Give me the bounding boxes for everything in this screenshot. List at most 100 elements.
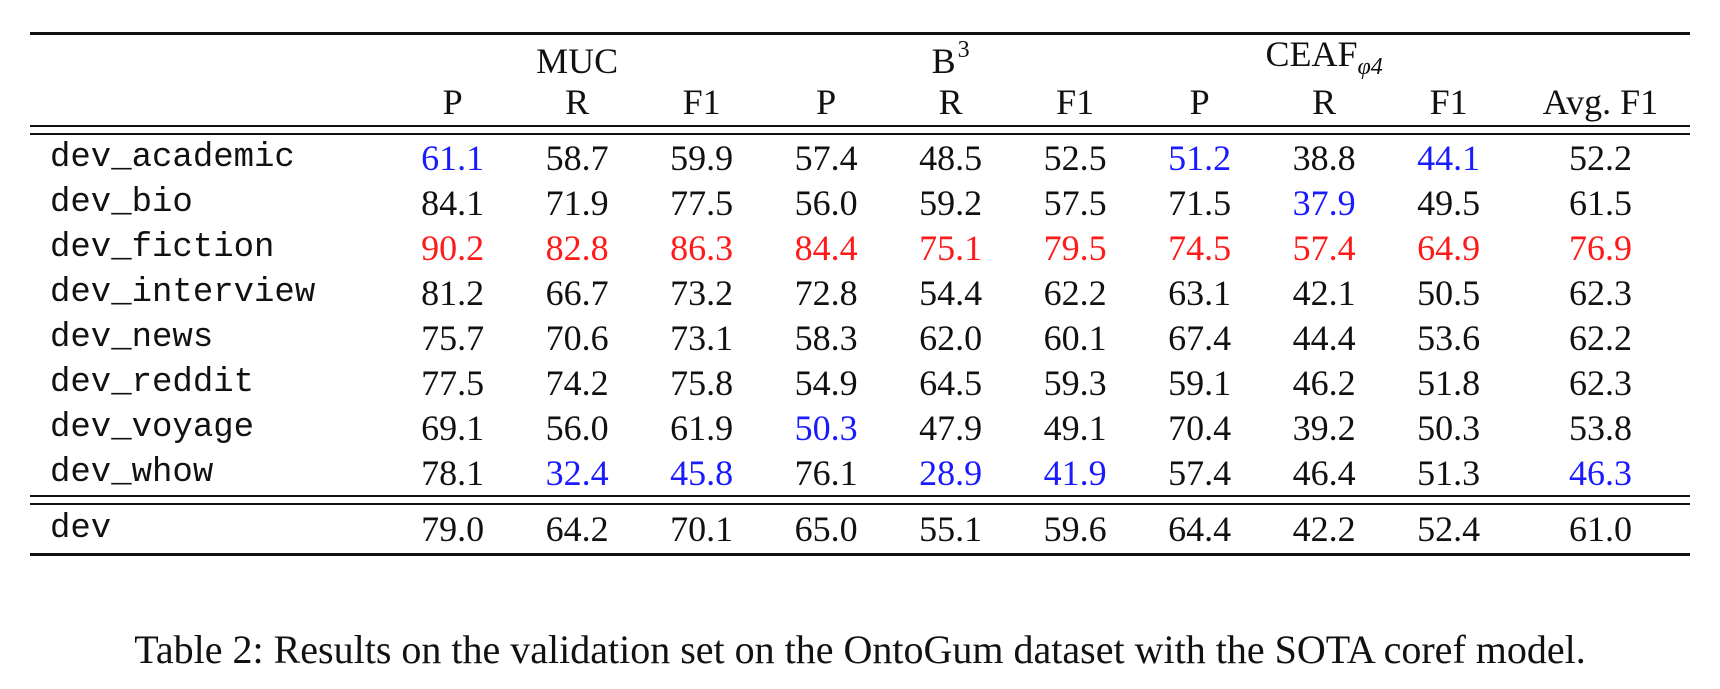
row-label: dev_whow bbox=[50, 453, 214, 492]
score-cell: 32.4 bbox=[545, 452, 609, 493]
score-cell: 69.1 bbox=[421, 407, 485, 448]
subheader-cell: P bbox=[816, 82, 837, 122]
score-cell: 50.3 bbox=[1417, 407, 1481, 448]
row-label: dev_news bbox=[50, 318, 214, 357]
empty-corner bbox=[30, 35, 390, 79]
score-cell: 57.5 bbox=[1043, 182, 1107, 223]
score-cell: 42.1 bbox=[1292, 272, 1356, 313]
group-ceaf: CEAFφ4 bbox=[1265, 34, 1383, 80]
score-cell: 79.0 bbox=[421, 509, 485, 549]
group-muc: MUC bbox=[536, 41, 619, 81]
score-cell: 62.2 bbox=[1568, 317, 1632, 358]
score-cell: 63.1 bbox=[1168, 272, 1232, 313]
subheader-cell: F1 bbox=[1056, 82, 1095, 122]
score-cell: 49.5 bbox=[1417, 182, 1481, 223]
score-cell: 46.4 bbox=[1292, 452, 1356, 493]
score-cell: 57.4 bbox=[1292, 227, 1356, 268]
total-row: dev 79.0 64.2 70.1 65.0 55.1 59.6 64.4 42.2 52.4 6… bbox=[30, 505, 1690, 553]
subheader-cell: F1 bbox=[1429, 82, 1468, 122]
score-cell: 86.3 bbox=[670, 227, 734, 268]
row-label: dev_reddit bbox=[50, 363, 255, 402]
row-label: dev_academic bbox=[50, 138, 295, 177]
score-cell: 75.8 bbox=[670, 362, 734, 403]
score-cell: 37.9 bbox=[1292, 182, 1356, 223]
header-rule-1 bbox=[30, 125, 1690, 127]
score-cell: 64.4 bbox=[1168, 509, 1232, 549]
score-cell: 84.1 bbox=[421, 182, 485, 223]
score-cell: 52.2 bbox=[1568, 137, 1632, 178]
group-b3: B3 bbox=[931, 37, 970, 81]
score-cell: 53.6 bbox=[1417, 317, 1481, 358]
group-header-row: MUC B3 CEAFφ4 bbox=[30, 35, 1690, 79]
total-rule-2 bbox=[30, 503, 1690, 505]
score-cell: 71.9 bbox=[545, 182, 609, 223]
score-cell: 70.4 bbox=[1168, 407, 1232, 448]
total-rule-1 bbox=[30, 495, 1690, 497]
score-cell: 51.2 bbox=[1168, 137, 1232, 178]
score-cell: 48.5 bbox=[919, 137, 983, 178]
table-row: dev_interview 81.2 66.7 73.2 72.8 54.4 62.2 63.… bbox=[30, 270, 1690, 315]
subheader-cell: R bbox=[938, 82, 963, 122]
score-cell: 53.8 bbox=[1568, 407, 1632, 448]
score-cell: 77.5 bbox=[670, 182, 734, 223]
row-label: dev_interview bbox=[50, 273, 316, 312]
score-cell: 72.8 bbox=[794, 272, 858, 313]
score-cell: 56.0 bbox=[794, 182, 858, 223]
bottom-rule bbox=[30, 553, 1690, 556]
score-cell: 76.1 bbox=[794, 452, 858, 493]
table-row: dev_voyage 69.1 56.0 61.9 50.3 47.9 49.1 70.4 39… bbox=[30, 405, 1690, 450]
score-cell: 44.1 bbox=[1417, 137, 1481, 178]
score-cell: 64.5 bbox=[919, 362, 983, 403]
score-cell: 45.8 bbox=[670, 452, 734, 493]
subheader-cell: R bbox=[1312, 82, 1337, 122]
score-cell: 60.1 bbox=[1043, 317, 1107, 358]
subheader-cell: P bbox=[442, 82, 463, 122]
score-cell: 41.9 bbox=[1043, 452, 1107, 493]
score-cell: 84.4 bbox=[794, 227, 858, 268]
score-cell: 90.2 bbox=[421, 227, 485, 268]
subheader-row: P R F1 P R F1 P R F1 Avg. F1 bbox=[30, 79, 1690, 125]
score-cell: 52.4 bbox=[1417, 509, 1481, 549]
score-cell: 65.0 bbox=[794, 509, 858, 549]
score-cell: 47.9 bbox=[919, 407, 983, 448]
score-cell: 58.7 bbox=[545, 137, 609, 178]
row-label: dev_voyage bbox=[50, 408, 255, 447]
score-cell: 50.5 bbox=[1417, 272, 1481, 313]
score-cell: 59.6 bbox=[1043, 509, 1107, 549]
score-cell: 81.2 bbox=[421, 272, 485, 313]
score-cell: 61.0 bbox=[1568, 509, 1632, 549]
score-cell: 73.1 bbox=[670, 317, 734, 358]
score-cell: 74.5 bbox=[1168, 227, 1232, 268]
score-cell: 61.5 bbox=[1568, 182, 1632, 223]
score-cell: 62.0 bbox=[919, 317, 983, 358]
score-cell: 46.2 bbox=[1292, 362, 1356, 403]
score-cell: 38.8 bbox=[1292, 137, 1356, 178]
score-cell: 59.3 bbox=[1043, 362, 1107, 403]
results-table: MUC B3 CEAFφ4 P R F1 P R F1 P R F1 Avg. … bbox=[30, 32, 1690, 556]
score-cell: 59.2 bbox=[919, 182, 983, 223]
score-cell: 62.2 bbox=[1043, 272, 1107, 313]
table-row: dev_bio 84.1 71.9 77.5 56.0 59.2 57.5 71.5 37.9 4… bbox=[30, 180, 1690, 225]
score-cell: 59.1 bbox=[1168, 362, 1232, 403]
subheader-cell: F1 bbox=[682, 82, 721, 122]
score-cell: 70.1 bbox=[670, 509, 734, 549]
score-cell: 42.2 bbox=[1292, 509, 1356, 549]
score-cell: 77.5 bbox=[421, 362, 485, 403]
score-cell: 57.4 bbox=[1168, 452, 1232, 493]
subheader-cell: R bbox=[565, 82, 590, 122]
score-cell: 49.1 bbox=[1043, 407, 1107, 448]
top-rule bbox=[30, 32, 1690, 35]
score-cell: 50.3 bbox=[794, 407, 858, 448]
score-cell: 62.3 bbox=[1568, 362, 1632, 403]
table-row: dev_news 75.7 70.6 73.1 58.3 62.0 60.1 67.4 44.4… bbox=[30, 315, 1690, 360]
table-row: dev_fiction 90.2 82.8 86.3 84.4 75.1 79.5 74.5 5… bbox=[30, 225, 1690, 270]
row-label: dev_fiction bbox=[50, 228, 275, 267]
score-cell: 56.0 bbox=[545, 407, 609, 448]
score-cell: 61.1 bbox=[421, 137, 485, 178]
header-rule-2 bbox=[30, 133, 1690, 135]
score-cell: 82.8 bbox=[545, 227, 609, 268]
table-caption: Table 2: Results on the validation set o… bbox=[134, 627, 1586, 672]
score-cell: 78.1 bbox=[421, 452, 485, 493]
score-cell: 67.4 bbox=[1168, 317, 1232, 358]
score-cell: 79.5 bbox=[1043, 227, 1107, 268]
